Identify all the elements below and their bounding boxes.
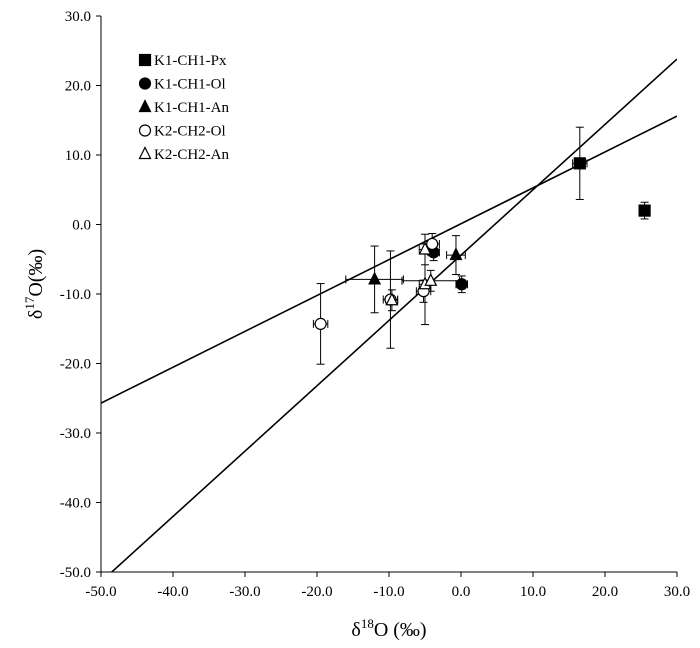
- circle-marker: [455, 278, 468, 291]
- x-tick-label: -30.0: [229, 584, 260, 600]
- y-tick-label: 10.0: [65, 148, 91, 164]
- legend-label: K2-CH2-Ol: [154, 124, 226, 140]
- square-marker: [573, 157, 586, 170]
- legend: K1-CH1-Px K1-CH1-Ol K1-CH1-An K2-CH2-Ol K2-C…: [138, 53, 229, 163]
- data-markers: [314, 157, 651, 330]
- x-tick-label: 30.0: [664, 584, 690, 600]
- legend-label: K1-CH1-An: [154, 100, 229, 116]
- x-axis-ticks: -50.0 -40.0 -30.0 -20.0 -10.0 0.0 10.0 20.0 30.0: [85, 572, 690, 600]
- circle-marker: [314, 317, 327, 330]
- x-tick-label: 0.0: [452, 584, 471, 600]
- y-tick-label: -30.0: [60, 426, 91, 442]
- legend-label: K1-CH1-Ol: [154, 77, 226, 93]
- triangle-marker: [138, 146, 152, 160]
- y-axis-title: δ17O(‰): [22, 249, 47, 319]
- x-tick-label: 20.0: [592, 584, 618, 600]
- y-tick-label: -20.0: [60, 357, 91, 373]
- error-bars: [312, 126, 649, 365]
- circle-marker: [138, 124, 152, 137]
- x-tick-label: -50.0: [85, 584, 116, 600]
- x-axis-title: δ18O (‰): [351, 616, 426, 641]
- x-tick-label: -40.0: [157, 584, 188, 600]
- triangle-marker: [418, 241, 432, 255]
- circle-marker: [426, 237, 439, 251]
- regression-line: [111, 58, 677, 572]
- triangle-marker: [368, 271, 382, 285]
- square-marker: [638, 204, 651, 217]
- circle-marker: [138, 77, 152, 90]
- x-tick-label: -20.0: [301, 584, 332, 600]
- legend-label: K1-CH1-Px: [154, 53, 227, 69]
- legend-label: K2-CH2-An: [154, 147, 229, 163]
- y-tick-label: 30.0: [65, 9, 91, 25]
- y-axis-ticks: 30.0 20.0 10.0 0.0 -10.0 -20.0 -30.0 -40.0 -50.0: [60, 9, 101, 581]
- triangle-marker: [449, 247, 463, 261]
- triangle-marker: [385, 292, 399, 306]
- y-tick-label: 20.0: [65, 79, 91, 95]
- triangle-marker: [424, 272, 438, 286]
- y-tick-label: 0.0: [72, 218, 91, 234]
- x-tick-label: -10.0: [373, 584, 404, 600]
- y-tick-label: -50.0: [60, 565, 91, 581]
- y-tick-label: -40.0: [60, 496, 91, 512]
- triangle-marker: [138, 99, 152, 113]
- square-marker: [138, 53, 152, 67]
- x-tick-label: 10.0: [520, 584, 546, 600]
- y-tick-label: -10.0: [60, 287, 91, 303]
